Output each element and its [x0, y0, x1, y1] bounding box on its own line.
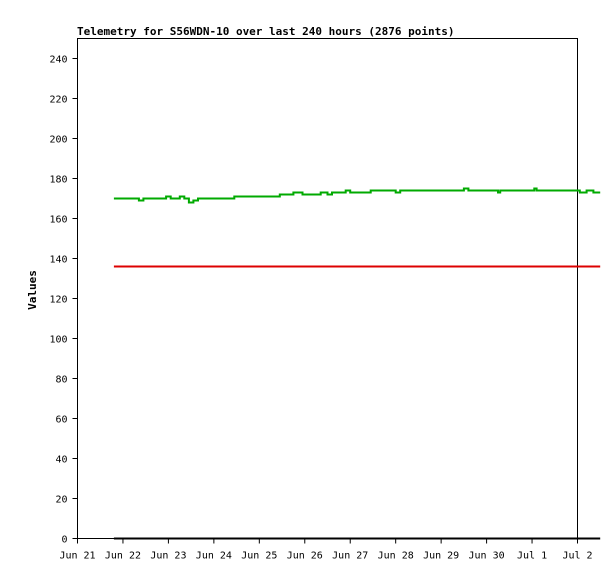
x-tick-label: Jun 30	[469, 551, 505, 562]
y-tick-label: 160	[49, 215, 67, 226]
x-tick-label: Jul 2	[562, 551, 592, 562]
series-line-0	[113, 187, 601, 204]
x-tick-label: Jun 26	[287, 551, 323, 562]
y-tick-label: 120	[49, 295, 67, 306]
x-tick-label: Jun 29	[423, 551, 459, 562]
y-tick-label: 200	[49, 135, 67, 146]
plot-frame	[77, 38, 578, 539]
y-tick-label: 0	[61, 535, 67, 546]
y-tick-label: 140	[49, 255, 67, 266]
y-axis: 0 20 40 60 80 100 120 140 160 180 200 220 240	[49, 55, 78, 546]
y-tick-label: 220	[49, 95, 67, 106]
y-tick-label: 100	[49, 335, 67, 346]
y-tick-label: 240	[49, 55, 67, 66]
x-tick-label: Jul 1	[517, 551, 547, 562]
y-tick-label: 180	[49, 175, 67, 186]
y-tick-label: 60	[55, 415, 67, 426]
chart-title: Telemetry for S56WDN-10 over last 240 ho…	[77, 25, 455, 38]
x-tick-label: Jun 23	[150, 551, 186, 562]
x-tick-label: Jun 24	[196, 551, 232, 562]
x-tick-label: Jun 25	[241, 551, 277, 562]
y-tick-label: 20	[55, 495, 67, 506]
x-tick-label: Jun 22	[105, 551, 141, 562]
x-tick-label: Jun 28	[378, 551, 414, 562]
x-axis: Jun 21 Jun 22 Jun 23 Jun 24 Jun 25 Jun 26 Jun …	[59, 538, 593, 562]
x-tick-label: Jun 21	[59, 551, 95, 562]
x-tick-label: Jun 27	[332, 551, 368, 562]
y-tick-label: 40	[55, 455, 67, 466]
series-layer	[113, 187, 601, 540]
y-tick-label: 80	[55, 375, 67, 386]
y-axis-label: Values	[26, 270, 39, 310]
